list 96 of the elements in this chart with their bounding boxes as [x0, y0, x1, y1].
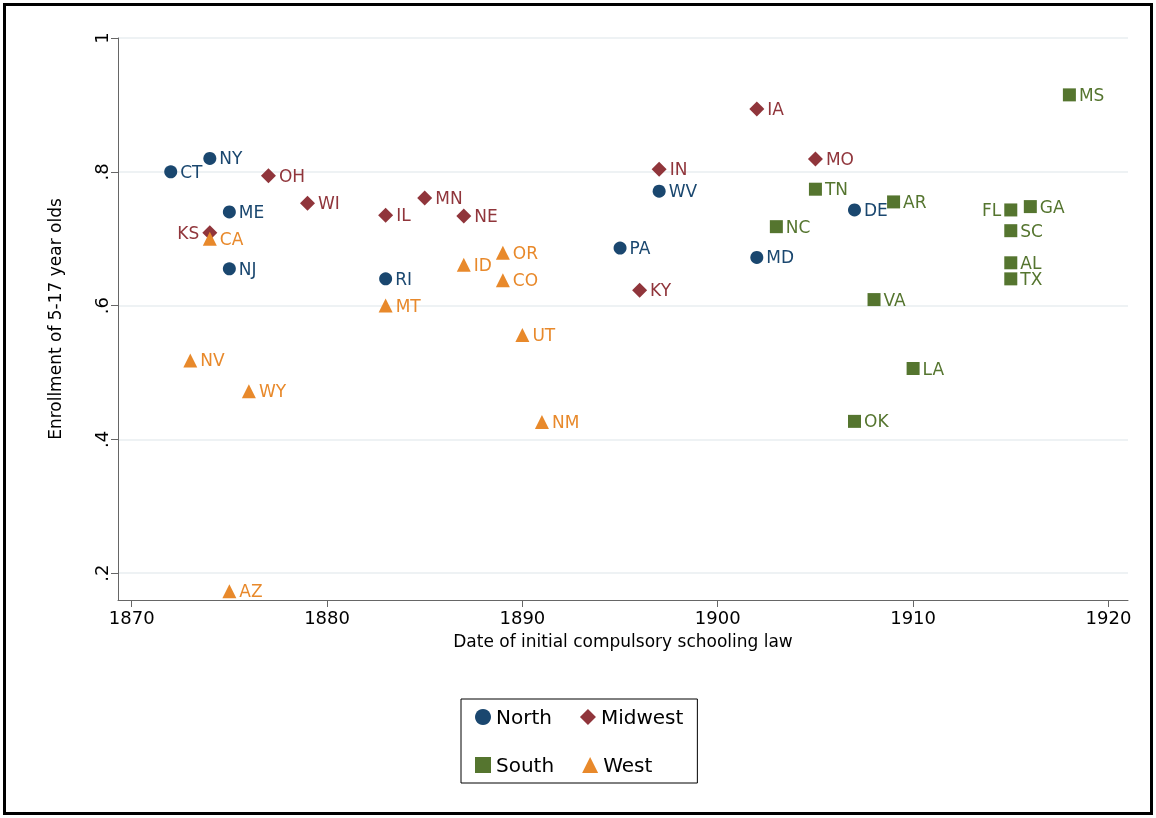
point — [378, 298, 393, 313]
data-label: NC — [785, 216, 811, 237]
data-label: OH — [278, 165, 306, 186]
data-label: RI — [395, 268, 412, 289]
data-label: WY — [258, 381, 287, 402]
point — [417, 190, 433, 206]
data-label: KS — [177, 222, 200, 243]
point — [203, 151, 217, 165]
data-label: CT — [180, 161, 204, 182]
y-tick-label: 1 — [90, 32, 112, 44]
point — [379, 272, 393, 286]
legend-label: West — [603, 753, 653, 777]
data-label: DE — [864, 199, 888, 220]
data-label: UT — [532, 325, 556, 346]
data-label: AZ — [239, 581, 263, 602]
point — [749, 101, 765, 117]
point — [183, 353, 198, 368]
point — [495, 273, 510, 288]
data-label: MT — [395, 295, 422, 316]
point — [1004, 203, 1018, 217]
data-label: ME — [238, 201, 265, 222]
data-label: OK — [864, 411, 890, 432]
data-label: MN — [435, 187, 463, 208]
data-label: WV — [668, 181, 698, 202]
data-label: OR — [512, 242, 539, 263]
data-label: IL — [396, 205, 412, 226]
point — [769, 220, 783, 234]
point — [300, 195, 315, 211]
point — [241, 384, 256, 399]
data-label: TN — [823, 179, 849, 200]
point — [651, 161, 667, 177]
data-label: NV — [200, 350, 225, 371]
y-tick-label: .2 — [90, 564, 112, 582]
data-label: LA — [922, 358, 945, 379]
point — [867, 293, 881, 307]
x-tick-label: 1890 — [499, 606, 546, 628]
point — [906, 362, 920, 376]
data-label: CA — [219, 228, 244, 249]
x-tick-label: 1900 — [694, 606, 741, 628]
point — [1004, 224, 1018, 238]
point — [495, 245, 510, 260]
point — [808, 182, 822, 196]
data-label: AR — [903, 191, 927, 212]
x-tick-label: 1870 — [108, 606, 155, 628]
point — [222, 584, 237, 599]
point — [613, 241, 627, 255]
x-tick-label: 1910 — [890, 606, 937, 628]
data-label: NM — [551, 412, 580, 433]
data-label: NY — [219, 148, 244, 169]
data-label: GA — [1039, 196, 1065, 217]
point — [534, 415, 549, 430]
y-axis-title: Enrollment of 5-17 year olds — [44, 198, 65, 440]
point — [260, 168, 276, 184]
legend-label: South — [496, 753, 555, 777]
legend-label: Midwest — [600, 705, 684, 729]
data-label: FL — [982, 199, 1002, 220]
point — [887, 195, 901, 209]
data-label: SC — [1020, 220, 1043, 241]
y-tick-label: .6 — [90, 297, 112, 315]
data-label: KY — [650, 280, 672, 301]
data-label: IN — [669, 159, 688, 180]
point — [378, 207, 394, 223]
point — [222, 262, 236, 276]
data-label: MO — [825, 149, 854, 170]
y-tick-label: .4 — [90, 430, 112, 449]
point — [848, 203, 861, 217]
x-tick-label: 1880 — [304, 606, 350, 628]
x-tick-label: 1920 — [1085, 606, 1132, 628]
legend-label: North — [496, 705, 552, 729]
point — [1023, 200, 1037, 214]
data-label: PA — [629, 238, 651, 259]
x-axis-title: Date of initial compulsory schooling law — [453, 630, 793, 651]
point — [652, 184, 666, 198]
point — [632, 282, 648, 298]
point — [1004, 256, 1018, 270]
point — [456, 208, 472, 224]
point — [456, 257, 471, 272]
data-label: NE — [474, 205, 498, 226]
point — [1062, 88, 1076, 102]
data-label: VA — [883, 289, 907, 310]
point — [750, 250, 764, 264]
data-label: MD — [766, 247, 795, 268]
data-label: ID — [473, 254, 492, 275]
data-label: CO — [512, 270, 539, 291]
y-tick-label: .8 — [90, 163, 112, 181]
data-label: MS — [1078, 84, 1105, 105]
data-label: NJ — [238, 258, 257, 279]
data-label: WI — [318, 193, 340, 214]
point — [848, 414, 861, 428]
point — [202, 231, 217, 246]
point — [807, 151, 823, 167]
point — [1004, 272, 1018, 286]
point — [515, 328, 530, 343]
point — [164, 165, 178, 179]
data-label: IA — [767, 98, 785, 119]
point — [222, 205, 236, 219]
